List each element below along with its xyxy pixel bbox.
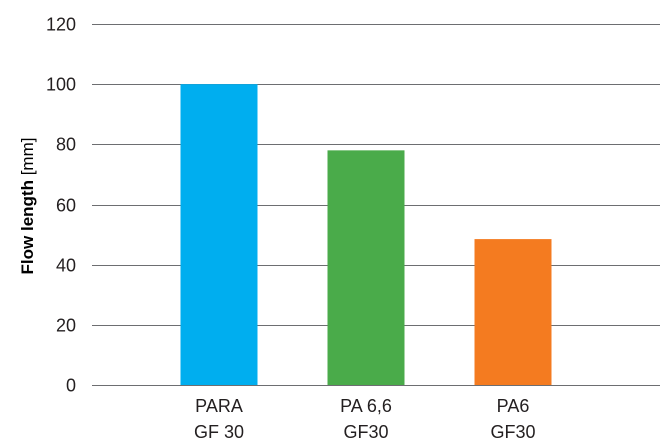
y-tick-label: 80 [56,135,76,155]
y-tick-labels: 0 20 40 60 80 100 120 [46,15,76,396]
y-axis-label-main: Flow length [18,180,37,274]
category-label-line: GF 30 [194,422,244,442]
category-label-line: GF30 [343,422,388,442]
category-label-line: GF30 [490,422,535,442]
y-tick-label: 100 [46,75,76,95]
y-tick-label: 60 [56,196,76,216]
category-labels: PARA GF 30 PA 6,6 GF30 PA6 GF30 [194,396,536,442]
y-axis-label-unit: [mm] [18,138,37,181]
y-axis-label: Flow length [mm] [18,138,37,275]
y-tick-label: 40 [56,256,76,276]
category-label: PA6 GF30 [490,396,535,442]
category-label: PA 6,6 GF30 [340,396,392,442]
bar [180,84,258,386]
y-tick-label: 0 [66,376,76,396]
bar [474,239,552,385]
category-label-line: PA6 [497,396,530,416]
y-tick-label: 20 [56,316,76,336]
category-label: PARA GF 30 [194,396,244,442]
category-label-line: PA 6,6 [340,396,392,416]
category-label-line: PARA [195,396,243,416]
bars [180,84,552,386]
y-tick-label: 120 [46,15,76,35]
bar [327,150,405,385]
